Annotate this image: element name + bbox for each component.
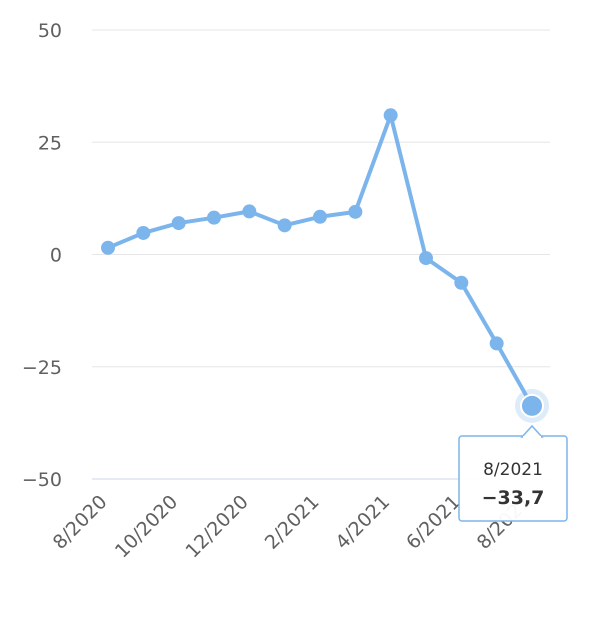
data-point[interactable] [277,218,292,233]
data-point[interactable] [101,240,115,255]
data-point[interactable] [419,251,433,266]
data-point[interactable] [313,209,327,224]
y-tick-label: 50 [38,20,62,42]
tooltip-pointer [520,424,544,438]
x-tick-label: 2/2021 [261,491,324,554]
x-tick-label: 6/2021 [402,491,465,554]
x-tick-label: 12/2020 [181,491,252,562]
x-tick-label: 4/2021 [331,491,394,554]
x-tick-label: 8/2020 [49,491,112,554]
data-point[interactable] [348,204,363,219]
tooltip-pointer-mask [523,436,541,439]
data-point[interactable] [207,210,221,225]
tooltip-value: −33,7 [482,487,545,509]
grid-lines [92,29,550,480]
y-axis: 50 25 0 −25 −50 [22,20,62,491]
series-line [106,113,534,408]
data-point[interactable] [383,108,398,123]
data-point[interactable] [171,216,186,231]
data-point[interactable] [520,393,544,418]
data-point[interactable] [489,336,504,351]
y-tick-label: 25 [38,132,62,154]
y-tick-label: 0 [50,245,62,267]
series-group [101,108,549,423]
data-point[interactable] [454,275,469,290]
x-tick-label: 10/2020 [111,491,182,562]
data-point[interactable] [136,225,151,240]
tooltip-date: 8/2021 [483,460,543,480]
tooltip-box [458,435,568,522]
tooltip: 8/2021 −33,7 [458,424,568,522]
y-tick-label: −50 [22,469,62,491]
data-point[interactable] [242,204,257,219]
y-tick-label: −25 [22,357,62,379]
